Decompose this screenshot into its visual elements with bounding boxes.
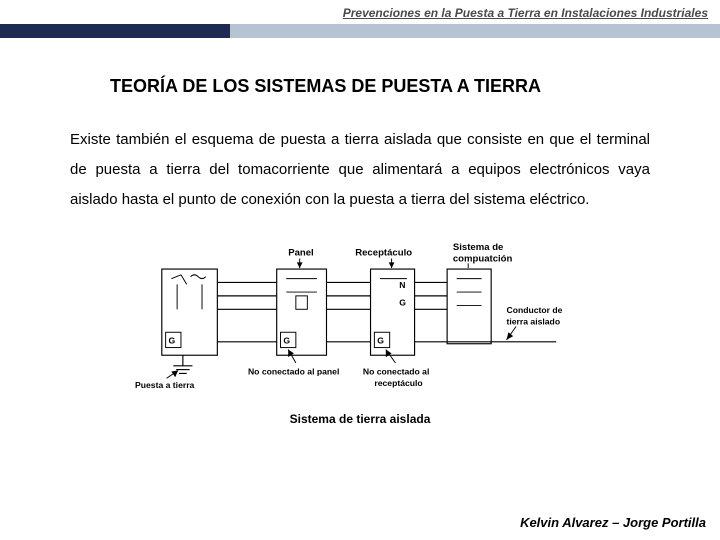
label-no-recept-1: No conectado al <box>363 366 430 376</box>
label-conductor-1: Conductor de <box>506 305 562 315</box>
box-computer <box>447 269 491 344</box>
arrowhead-nopanel <box>288 349 294 357</box>
label-receptaculo: Receptáculo <box>355 248 412 259</box>
label-no-panel: No conectado al panel <box>248 366 339 376</box>
footer-authors: Kelvin Alvarez – Jorge Portilla <box>520 515 706 530</box>
gbox-2-label: G <box>283 336 290 346</box>
header-divider-right <box>230 24 720 38</box>
body-paragraph: Existe también el esquema de puesta a ti… <box>70 125 650 215</box>
label-sistema-2: compuatción <box>453 253 513 264</box>
label-n: N <box>399 280 405 290</box>
gbox-1-label: G <box>169 336 176 346</box>
arrowhead-conductor <box>506 332 513 340</box>
header-divider-left <box>0 24 230 38</box>
diagram-container: Panel Receptáculo Sistema de compuatción <box>70 233 650 398</box>
page-title: TEORÍA DE LOS SISTEMAS DE PUESTA A TIERR… <box>110 76 650 97</box>
source-symbol <box>171 275 205 285</box>
grounding-diagram: Panel Receptáculo Sistema de compuatción <box>135 233 585 398</box>
label-no-recept-2: receptáculo <box>374 378 422 388</box>
label-g: G <box>399 297 406 307</box>
arrowhead-recept <box>389 262 395 268</box>
gbox-3-label: G <box>377 336 384 346</box>
panel-breaker <box>296 296 307 309</box>
diagram-caption: Sistema de tierra aislada <box>70 412 650 426</box>
header-subtitle: Prevenciones en la Puesta a Tierra en In… <box>0 0 720 22</box>
label-puesta-tierra: Puesta a tierra <box>135 380 195 390</box>
label-panel: Panel <box>288 248 314 259</box>
slide-content: TEORÍA DE LOS SISTEMAS DE PUESTA A TIERR… <box>0 38 720 426</box>
slide-header: Prevenciones en la Puesta a Tierra en In… <box>0 0 720 38</box>
label-conductor-2: tierra aislado <box>506 317 560 327</box>
header-divider <box>0 24 720 38</box>
wire-group <box>217 282 556 341</box>
label-sistema-1: Sistema de <box>453 242 504 253</box>
arrowhead-panel <box>297 262 303 268</box>
